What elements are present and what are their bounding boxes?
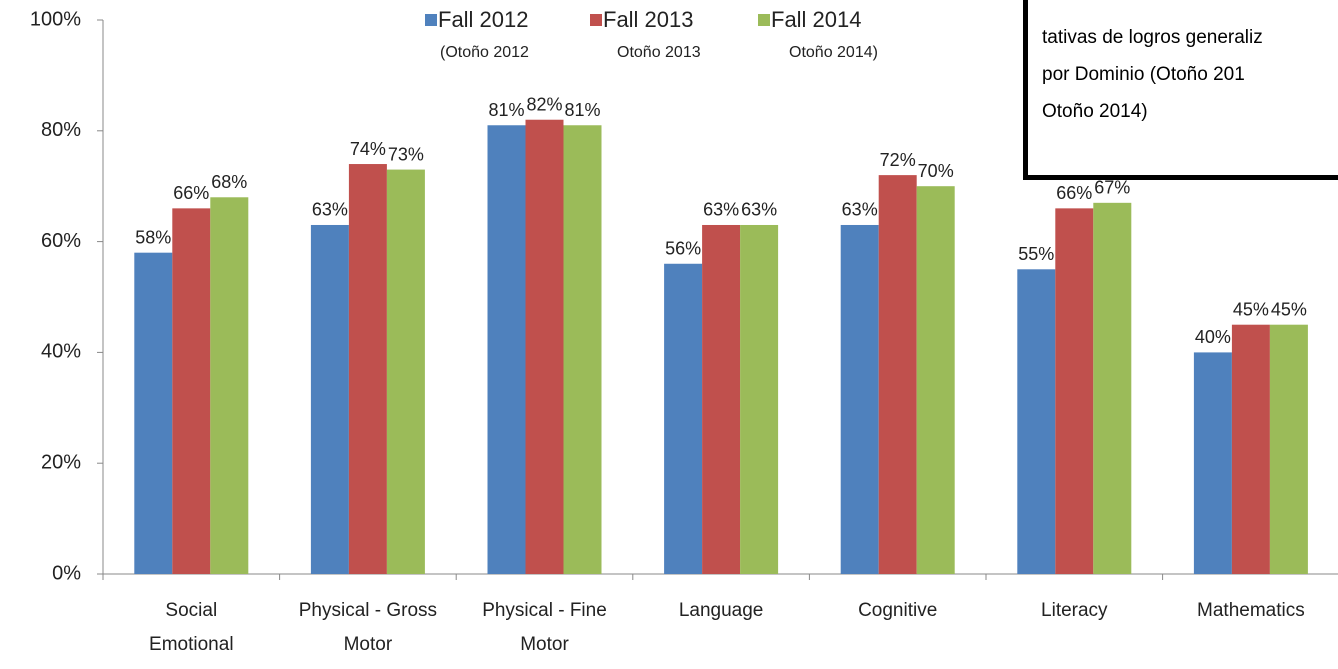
y-tick-label: 40% [41,341,81,363]
y-tick-label: 60% [41,230,81,252]
legend-label: Fall 2014 [771,7,862,32]
value-label: 81% [488,100,524,120]
value-label: 72% [880,150,916,170]
value-label: 82% [526,94,562,114]
bar [563,125,602,574]
legend-note: Otoño 2013 [617,44,701,61]
x-tick-label: Mathematics [1197,600,1305,621]
bar [210,197,249,574]
bar [916,186,955,574]
value-label: 63% [312,200,348,220]
value-label: 73% [388,144,424,164]
annotation-line: tativas de logros generaliz [1042,27,1263,48]
value-label: 40% [1195,327,1231,347]
value-label: 56% [665,239,701,259]
x-tick-label: Physical - Fine Motor [482,600,607,655]
annotation-line: Otoño 2014) [1042,101,1148,122]
bar [664,263,703,574]
x-tick-label: Language [678,600,764,621]
bar [702,224,741,575]
legend-note: (Otoño 2012 [440,44,529,61]
legend-swatch [425,14,437,26]
bar [1193,352,1232,574]
legend-swatch [758,14,770,26]
bar [172,208,211,575]
y-tick-label: 0% [52,562,81,584]
y-tick-label: 20% [41,451,81,473]
value-label: 63% [842,200,878,220]
value-label: 55% [1018,244,1054,264]
bar [1231,324,1270,574]
bar [525,119,564,574]
value-label: 58% [135,227,171,247]
legend-label: Fall 2013 [603,7,694,32]
value-label: 63% [703,200,739,220]
value-label: 74% [350,139,386,159]
legend-label: Fall 2012 [438,7,529,32]
value-label: 68% [211,172,247,192]
value-label: 45% [1271,299,1307,319]
bar [487,125,526,574]
bar [134,252,173,574]
bar [1093,202,1132,574]
bar [1055,208,1094,575]
annotation-line: por Dominio (Otoño 201 [1042,64,1245,85]
value-label: 70% [918,161,954,181]
value-label: 81% [564,100,600,120]
bar [878,175,917,574]
bar [1017,269,1056,574]
bar [310,224,349,575]
legend-swatch [590,14,602,26]
value-label: 67% [1094,178,1130,198]
y-tick-label: 100% [30,8,81,30]
x-tick-label: Literacy [1041,600,1108,621]
legend-note: Otoño 2014) [789,44,878,61]
x-tick-label: Cognitive [858,600,938,621]
bar [740,224,779,575]
y-tick-label: 80% [41,119,81,141]
bar [386,169,425,574]
value-label: 66% [1056,183,1092,203]
x-tick-label: Social Emotional [149,600,234,655]
value-label: 63% [741,200,777,220]
annotation-box: tativas de logros generaliz por Dominio (… [1023,0,1338,180]
value-label: 45% [1233,299,1269,319]
bar [1269,324,1308,574]
bar [348,164,387,575]
x-tick-label: Physical - Gross Motor [298,600,438,655]
value-label: 66% [173,183,209,203]
bar [840,224,879,575]
